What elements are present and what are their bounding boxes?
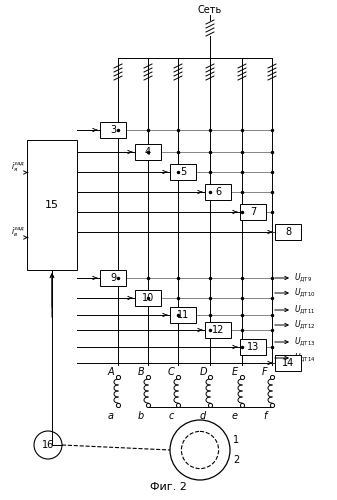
Bar bbox=[100, 270, 126, 286]
Text: 11: 11 bbox=[177, 310, 189, 320]
Bar bbox=[27, 140, 77, 270]
Text: $U_{\mathrm{ДТ14}}$: $U_{\mathrm{ДТ14}}$ bbox=[294, 352, 315, 364]
Text: 16: 16 bbox=[42, 440, 54, 450]
Text: F: F bbox=[262, 367, 268, 377]
Text: $U_{\mathrm{ДТ11}}$: $U_{\mathrm{ДТ11}}$ bbox=[294, 304, 315, 316]
Text: 9: 9 bbox=[110, 273, 116, 283]
Bar bbox=[170, 164, 196, 180]
Text: 15: 15 bbox=[45, 200, 59, 210]
Bar bbox=[205, 322, 231, 338]
Bar bbox=[135, 144, 161, 160]
Text: e: e bbox=[232, 411, 238, 421]
Text: Фиг. 2: Фиг. 2 bbox=[150, 482, 186, 492]
Text: 2: 2 bbox=[233, 455, 239, 465]
Text: $U_{\mathrm{ДТ12}}$: $U_{\mathrm{ДТ12}}$ bbox=[294, 318, 315, 332]
Text: B: B bbox=[137, 367, 144, 377]
Bar bbox=[100, 122, 126, 138]
Text: $\it{i}_в^{зад}$: $\it{i}_в^{зад}$ bbox=[11, 226, 25, 239]
Bar bbox=[135, 290, 161, 306]
Text: d: d bbox=[200, 411, 206, 421]
Text: 5: 5 bbox=[180, 167, 186, 177]
Text: D: D bbox=[199, 367, 207, 377]
Text: 6: 6 bbox=[215, 187, 221, 197]
Text: 1: 1 bbox=[233, 435, 239, 445]
Text: A: A bbox=[108, 367, 114, 377]
Text: 8: 8 bbox=[285, 227, 291, 237]
Text: $U_{\mathrm{ДТ9}}$: $U_{\mathrm{ДТ9}}$ bbox=[294, 272, 312, 284]
Text: 3: 3 bbox=[110, 125, 116, 135]
Text: 12: 12 bbox=[212, 325, 224, 335]
Text: c: c bbox=[168, 411, 174, 421]
Text: C: C bbox=[167, 367, 174, 377]
Bar bbox=[170, 307, 196, 323]
Text: $U_{\mathrm{ДТ10}}$: $U_{\mathrm{ДТ10}}$ bbox=[294, 286, 315, 300]
Text: 14: 14 bbox=[282, 358, 294, 368]
Text: b: b bbox=[138, 411, 144, 421]
Bar bbox=[205, 184, 231, 200]
Text: 10: 10 bbox=[142, 293, 154, 303]
Text: 4: 4 bbox=[145, 147, 151, 157]
Text: $U_{\mathrm{ДТ13}}$: $U_{\mathrm{ДТ13}}$ bbox=[294, 336, 315, 348]
Text: E: E bbox=[232, 367, 238, 377]
Text: f: f bbox=[263, 411, 267, 421]
Bar bbox=[275, 355, 301, 371]
Text: a: a bbox=[108, 411, 114, 421]
Bar bbox=[240, 339, 266, 355]
Bar bbox=[275, 224, 301, 240]
Text: 13: 13 bbox=[247, 342, 259, 352]
Text: $\it{i}_я^{зад}$: $\it{i}_я^{зад}$ bbox=[11, 161, 25, 174]
Text: 7: 7 bbox=[250, 207, 256, 217]
Bar bbox=[240, 204, 266, 220]
Text: Сеть: Сеть bbox=[198, 5, 222, 15]
